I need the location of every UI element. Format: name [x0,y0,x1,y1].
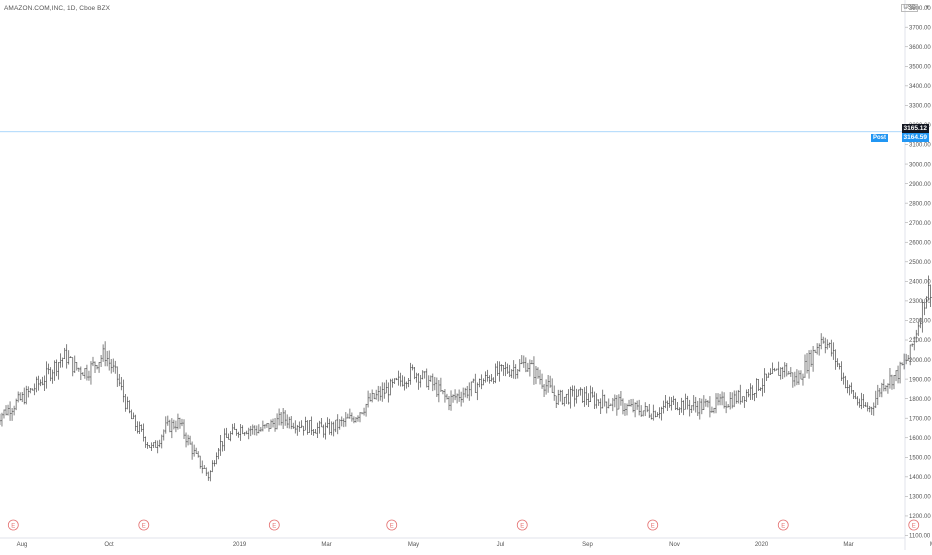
y-tick-label: 1100.00 [909,534,931,540]
y-tick-label: 2200.00 [909,319,931,325]
earnings-circle [386,519,398,531]
price-axis[interactable]: 1100.00 1200.00 1300.00 1400.00 1500.00 1600.… [904,0,931,550]
earnings-icon: E [138,519,150,531]
y-tick-label: 1900.00 [909,377,931,383]
y-tick-label: 1700.00 [909,416,931,422]
y-tick-label: 2900.00 [909,182,931,188]
earnings-icon: E [777,519,789,531]
x-tick-label: May [408,542,419,548]
y-tick-label: 2800.00 [909,201,931,207]
earnings-label: E [781,523,785,529]
post-market-label: Post [870,134,888,142]
earnings-label: E [272,523,276,529]
earnings-icon: E [7,519,19,531]
earnings-icon: E [386,519,398,531]
x-tick-label: Sep [582,542,593,548]
y-tick-label: 3300.00 [909,104,931,110]
y-tick-label: 2300.00 [909,299,931,305]
y-tick-label: 1600.00 [909,436,931,442]
earnings-icon: E [268,519,280,531]
x-tick-label: Jul [497,542,505,548]
y-tick-label: 2600.00 [909,240,931,246]
y-tick-label: 3600.00 [909,45,931,51]
x-tick-label: Aug [17,542,28,548]
earnings-circle [516,519,528,531]
price-bars [0,275,932,482]
currency-label[interactable]: USD [901,4,918,12]
y-tick-label: 1400.00 [909,475,931,481]
earnings-markers: EEEEEEEEEEE [7,519,920,531]
x-tick-label: 2019 [233,542,247,548]
y-tick-label: 1500.00 [909,456,931,462]
earnings-circle [7,519,19,531]
current-price-tag: 3165.12 [901,124,929,133]
x-tick-label: May [930,542,932,548]
y-tick-label: 1800.00 [909,397,931,403]
earnings-circle [138,519,150,531]
earnings-icon: E [908,519,920,531]
y-tick-label: 3100.00 [909,143,931,149]
y-tick-label: 1200.00 [909,514,931,520]
y-tick-label: 1300.00 [909,495,931,501]
x-tick-label: Oct [104,542,114,548]
earnings-label: E [651,523,655,529]
x-tick-label: Mar [321,542,331,548]
chart-title: AMAZON.COM,INC, 1D, Cboe BZX [4,5,111,12]
y-tick-label: 3700.00 [909,25,931,31]
post-market-price-tag: 3164.59 [901,133,929,142]
y-tick-label: 2000.00 [909,358,931,364]
x-tick-label: Nov [669,542,680,548]
earnings-circle [647,519,659,531]
earnings-circle [777,519,789,531]
chevron-down-icon[interactable]: ▾ [925,4,929,11]
x-tick-label: Mar [843,542,853,548]
y-tick-label: 3800.00 [909,6,931,12]
y-tick-label: 2100.00 [909,338,931,344]
earnings-icon: E [516,519,528,531]
earnings-label: E [11,523,15,529]
y-tick-label: 3000.00 [909,162,931,168]
time-axis[interactable]: AugOct2019MarMayJulSepNov2020MarMayJulSe… [0,537,932,548]
y-tick-label: 2700.00 [909,221,931,227]
y-tick-label: 3400.00 [909,84,931,90]
y-tick-label: 3500.00 [909,65,931,71]
earnings-label: E [390,523,394,529]
earnings-label: E [912,523,916,529]
earnings-label: E [520,523,524,529]
x-tick-label: 2020 [755,542,769,548]
y-tick-label: 2500.00 [909,260,931,266]
earnings-circle [268,519,280,531]
y-tick-label: 2400.00 [909,280,931,286]
earnings-circle [908,519,920,531]
earnings-icon: E [647,519,659,531]
earnings-label: E [142,523,146,529]
